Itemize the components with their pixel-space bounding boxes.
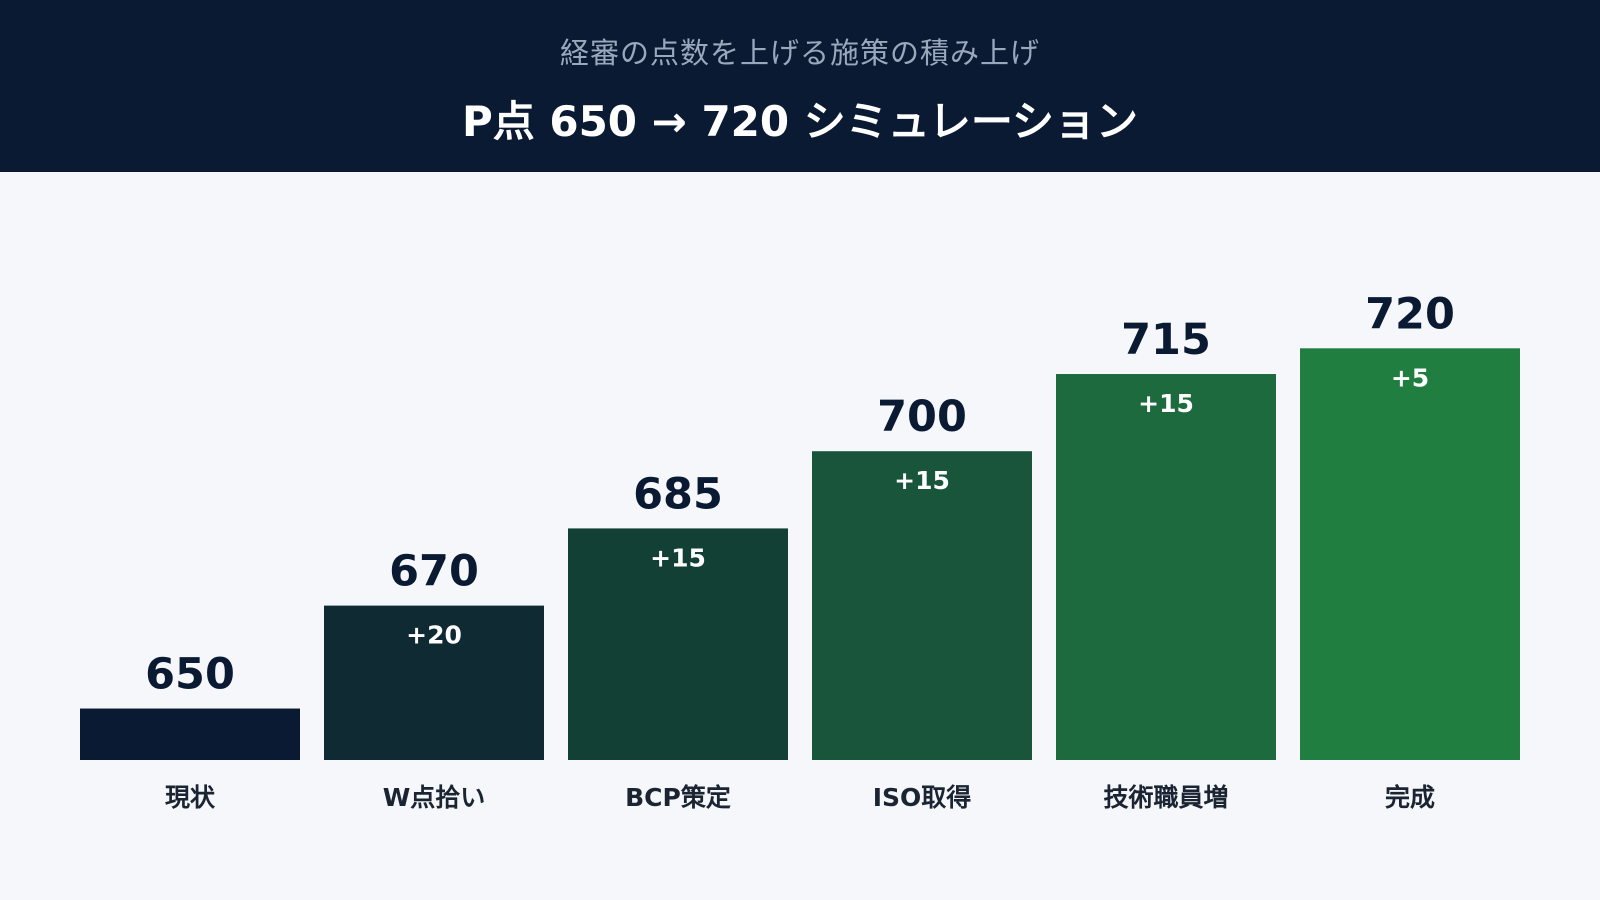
bar-0	[80, 708, 300, 760]
bar-3	[812, 451, 1032, 760]
increment-label: +15	[894, 466, 950, 495]
category-label: W点拾い	[383, 783, 486, 812]
category-label: 現状	[165, 783, 216, 812]
bar-4	[1056, 374, 1276, 760]
chart-subtitle: 経審の点数を上げる施策の積み上げ	[559, 36, 1040, 70]
bar-5	[1300, 348, 1520, 760]
value-label: 650	[145, 650, 235, 700]
bar-1	[324, 605, 544, 760]
value-label: 715	[1121, 315, 1211, 365]
category-label: 完成	[1385, 783, 1435, 812]
increment-label: +15	[1138, 389, 1194, 418]
increment-label: +20	[406, 621, 462, 650]
value-label: 720	[1365, 289, 1455, 339]
value-label: 670	[389, 547, 479, 597]
chart-title: P点 650 → 720 シミュレーション	[461, 97, 1139, 146]
increment-label: +15	[650, 543, 706, 572]
value-label: 700	[877, 392, 967, 442]
category-label: ISO取得	[873, 783, 972, 812]
category-label: 技術職員増	[1103, 783, 1228, 812]
bar-2	[568, 528, 788, 760]
header-banner: 経審の点数を上げる施策の積み上げ P点 650 → 720 シミュレーション	[0, 0, 1600, 172]
value-label: 685	[633, 469, 723, 519]
category-label: BCP策定	[625, 783, 731, 812]
increment-label: +5	[1391, 363, 1429, 392]
